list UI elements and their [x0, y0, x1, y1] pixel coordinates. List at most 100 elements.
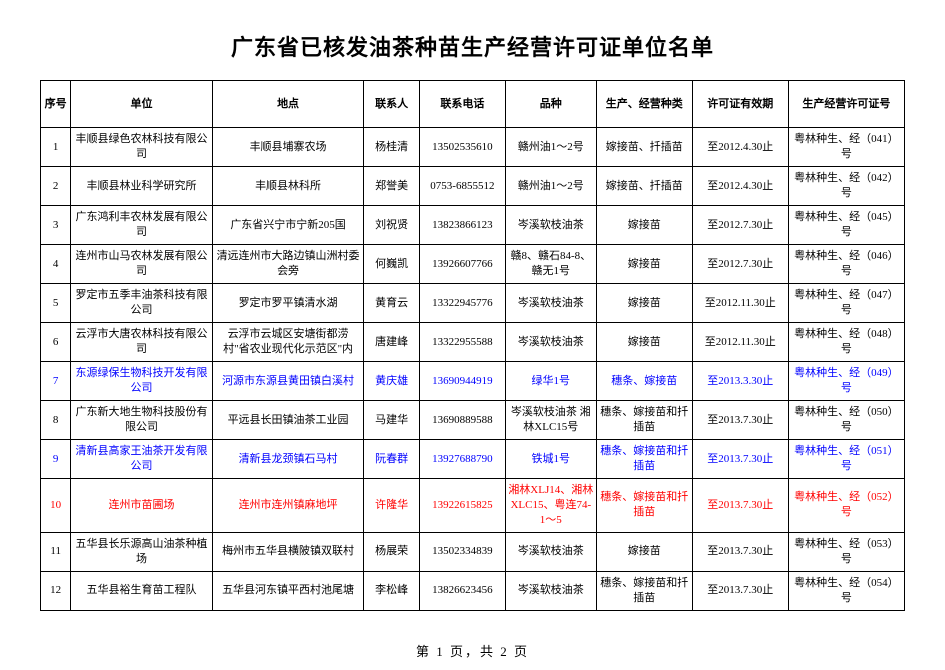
- cell-phone: 13502535610: [419, 128, 505, 167]
- cell-unit: 云浮市大唐农林科技有限公司: [71, 323, 212, 362]
- page-indicator: 第 1 页，共 2 页: [40, 641, 905, 660]
- cell-cert: 粤林种生、经（041）号: [788, 128, 904, 167]
- cell-person: 许隆华: [364, 479, 420, 533]
- table-row: 8 广东新大地生物科技股份有限公司 平远县长田镇油茶工业园 马建华 136908…: [41, 401, 905, 440]
- cell-pin: 岑溪软枝油茶 湘林XLC15号: [505, 401, 596, 440]
- col-cert: 生产经营许可证号: [788, 81, 904, 128]
- cell-unit: 五华县裕生育苗工程队: [71, 571, 212, 610]
- cell-cert: 粤林种生、经（045）号: [788, 206, 904, 245]
- col-pin: 品种: [505, 81, 596, 128]
- cell-cert: 粤林种生、经（054）号: [788, 571, 904, 610]
- cell-unit: 罗定市五季丰油茶科技有限公司: [71, 284, 212, 323]
- licence-table: 序号 单位 地点 联系人 联系电话 品种 生产、经营种类 许可证有效期 生产经营…: [40, 80, 905, 611]
- cell-unit: 连州市山马农林发展有限公司: [71, 245, 212, 284]
- cell-loc: 丰顺县埔寨农场: [212, 128, 364, 167]
- col-valid: 许可证有效期: [692, 81, 788, 128]
- table-row: 4 连州市山马农林发展有限公司 清远连州市大路边镇山洲村委会旁 何巍凯 1392…: [41, 245, 905, 284]
- col-phone: 联系电话: [419, 81, 505, 128]
- cell-pin: 铁城1号: [505, 440, 596, 479]
- cell-idx: 12: [41, 571, 71, 610]
- cell-person: 何巍凯: [364, 245, 420, 284]
- table-row: 10 连州市苗圃场 连州市连州镇麻地坪 许隆华 13922615825 湘林XL…: [41, 479, 905, 533]
- table-row: 5 罗定市五季丰油茶科技有限公司 罗定市罗平镇清水湖 黄育云 133229457…: [41, 284, 905, 323]
- cell-unit: 连州市苗圃场: [71, 479, 212, 533]
- cell-valid: 至2012.11.30止: [692, 323, 788, 362]
- cell-idx: 7: [41, 362, 71, 401]
- cell-type: 嫁接苗、扦插苗: [596, 128, 692, 167]
- cell-cert: 粤林种生、经（042）号: [788, 167, 904, 206]
- cell-unit: 广东鸿利丰农林发展有限公司: [71, 206, 212, 245]
- cell-pin: 赣州油1～2号: [505, 128, 596, 167]
- cell-pin: 岑溪软枝油茶: [505, 284, 596, 323]
- cell-idx: 8: [41, 401, 71, 440]
- cell-person: 刘祝贤: [364, 206, 420, 245]
- cell-phone: 13927688790: [419, 440, 505, 479]
- cell-person: 杨桂清: [364, 128, 420, 167]
- cell-phone: 13823866123: [419, 206, 505, 245]
- cell-phone: 0753-6855512: [419, 167, 505, 206]
- cell-phone: 13690889588: [419, 401, 505, 440]
- cell-loc: 河源市东源县黄田镇白溪村: [212, 362, 364, 401]
- cell-type: 穗条、嫁接苗和扦插苗: [596, 571, 692, 610]
- cell-valid: 至2013.7.30止: [692, 401, 788, 440]
- page-title: 广东省已核发油茶种苗生产经营许可证单位名单: [40, 30, 905, 62]
- cell-valid: 至2013.7.30止: [692, 532, 788, 571]
- cell-idx: 4: [41, 245, 71, 284]
- cell-idx: 3: [41, 206, 71, 245]
- cell-pin: 岑溪软枝油茶: [505, 532, 596, 571]
- cell-loc: 清远连州市大路边镇山洲村委会旁: [212, 245, 364, 284]
- cell-cert: 粤林种生、经（053）号: [788, 532, 904, 571]
- cell-idx: 2: [41, 167, 71, 206]
- cell-type: 嫁接苗: [596, 206, 692, 245]
- col-person: 联系人: [364, 81, 420, 128]
- cell-cert: 粤林种生、经（050）号: [788, 401, 904, 440]
- cell-valid: 至2012.7.30止: [692, 245, 788, 284]
- cell-person: 唐建峰: [364, 323, 420, 362]
- cell-cert: 粤林种生、经（049）号: [788, 362, 904, 401]
- cell-person: 郑誉美: [364, 167, 420, 206]
- col-loc: 地点: [212, 81, 364, 128]
- cell-person: 马建华: [364, 401, 420, 440]
- cell-type: 嫁接苗: [596, 532, 692, 571]
- table-row: 12 五华县裕生育苗工程队 五华县河东镇平西村池尾塘 李松峰 138266234…: [41, 571, 905, 610]
- cell-cert: 粤林种生、经（046）号: [788, 245, 904, 284]
- table-row: 7 东源绿保生物科技开发有限公司 河源市东源县黄田镇白溪村 黄庆雄 136909…: [41, 362, 905, 401]
- cell-loc: 云浮市云城区安塘街都涝村"省农业现代化示范区"内: [212, 323, 364, 362]
- col-unit: 单位: [71, 81, 212, 128]
- cell-type: 嫁接苗: [596, 245, 692, 284]
- cell-pin: 绿华1号: [505, 362, 596, 401]
- cell-unit: 广东新大地生物科技股份有限公司: [71, 401, 212, 440]
- cell-cert: 粤林种生、经（048）号: [788, 323, 904, 362]
- cell-valid: 至2013.3.30止: [692, 362, 788, 401]
- cell-loc: 清新县龙颈镇石马村: [212, 440, 364, 479]
- cell-idx: 10: [41, 479, 71, 533]
- col-type: 生产、经营种类: [596, 81, 692, 128]
- cell-type: 嫁接苗: [596, 323, 692, 362]
- cell-phone: 13826623456: [419, 571, 505, 610]
- table-row: 1 丰顺县绿色农林科技有限公司 丰顺县埔寨农场 杨桂清 13502535610 …: [41, 128, 905, 167]
- cell-phone: 13922615825: [419, 479, 505, 533]
- cell-pin: 岑溪软枝油茶: [505, 571, 596, 610]
- cell-loc: 梅州市五华县横陂镇双联村: [212, 532, 364, 571]
- cell-idx: 9: [41, 440, 71, 479]
- cell-loc: 连州市连州镇麻地坪: [212, 479, 364, 533]
- cell-cert: 粤林种生、经（047）号: [788, 284, 904, 323]
- cell-type: 穗条、嫁接苗和扦插苗: [596, 440, 692, 479]
- cell-idx: 5: [41, 284, 71, 323]
- cell-cert: 粤林种生、经（052）号: [788, 479, 904, 533]
- cell-type: 嫁接苗、扦插苗: [596, 167, 692, 206]
- cell-phone: 13690944919: [419, 362, 505, 401]
- cell-unit: 丰顺县绿色农林科技有限公司: [71, 128, 212, 167]
- cell-pin: 赣州油1～2号: [505, 167, 596, 206]
- col-idx: 序号: [41, 81, 71, 128]
- table-row: 9 清新县高家王油茶开发有限公司 清新县龙颈镇石马村 阮春群 139276887…: [41, 440, 905, 479]
- cell-valid: 至2012.4.30止: [692, 167, 788, 206]
- cell-valid: 至2013.7.30止: [692, 440, 788, 479]
- cell-loc: 丰顺县林科所: [212, 167, 364, 206]
- cell-idx: 6: [41, 323, 71, 362]
- table-row: 3 广东鸿利丰农林发展有限公司 广东省兴宁市宁新205国 刘祝贤 1382386…: [41, 206, 905, 245]
- table-header-row: 序号 单位 地点 联系人 联系电话 品种 生产、经营种类 许可证有效期 生产经营…: [41, 81, 905, 128]
- cell-phone: 13322955588: [419, 323, 505, 362]
- cell-phone: 13926607766: [419, 245, 505, 284]
- cell-loc: 平远县长田镇油茶工业园: [212, 401, 364, 440]
